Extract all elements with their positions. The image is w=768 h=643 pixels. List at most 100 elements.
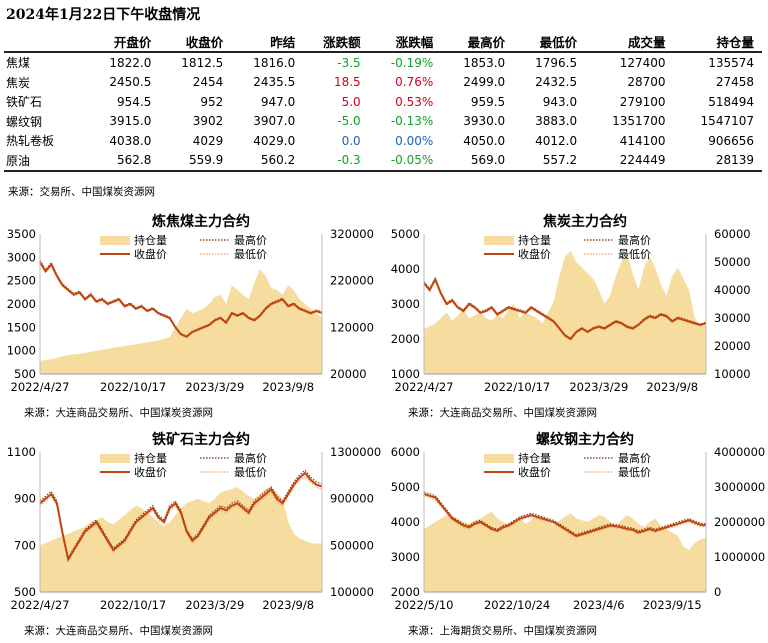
y2-tick-label: 220000 [330,274,374,288]
cell-open: 1822.0 [109,55,152,70]
x-tick-label: 2022/10/17 [100,380,166,394]
cell-vol: 1351700 [612,114,666,129]
table-row: 螺纹钢 3915.0 3902 3907.0 -5.0 -0.13% 3930.0 3883.… [4,112,762,132]
legend-label: 收盘价 [518,465,551,479]
y-tick-label: 700 [14,538,36,552]
series-open-interest-area [40,487,322,592]
cell-vol: 279100 [619,94,666,109]
y-tick-label: 1000 [7,344,36,358]
cell-low: 3883.0 [535,114,578,129]
chart-title: 焦炭主力合约 [542,213,627,230]
y2-tick-label: 120000 [330,320,374,334]
row-name: 螺纹钢 [6,114,43,129]
cell-chg: 0.0 [341,133,361,148]
cell-high: 2499.0 [463,75,506,90]
row-name: 焦煤 [6,56,31,71]
y2-tick-label: 500000 [330,538,374,552]
cell-close: 4029 [192,133,224,148]
legend-label: 收盘价 [134,465,167,479]
y-tick-label: 4000 [391,262,420,276]
chart-source: 来源：大连商品交易所、中国煤炭资源网 [408,406,597,419]
legend-label: 收盘价 [518,247,551,261]
series-high-line [423,491,707,536]
x-tick-label: 2022/4/27 [11,598,70,612]
header-oi: 持仓量 [716,35,754,50]
legend-swatch-open-interest [100,236,130,245]
y-tick-label: 500 [14,585,36,599]
cell-low: 4012.0 [535,133,578,148]
row-name: 铁矿石 [6,95,43,110]
quotes-table: 开盘价 收盘价 昨结 涨跌额 涨跌幅 最高价 最低价 成交量 持仓量 焦煤 182… [4,32,762,172]
cell-high: 1853.0 [463,55,506,70]
legend-label: 最高价 [618,233,651,247]
cell-oi: 28139 [715,153,754,168]
header-chg: 涨跌额 [323,35,361,50]
y-tick-label: 2000 [391,332,420,346]
y-tick-label: 900 [14,492,36,506]
cell-chg: 5.0 [341,94,361,109]
cell-pct: 0.53% [395,94,434,109]
header-name [4,32,87,52]
y2-tick-label: 3000000 [714,480,765,494]
cell-high: 3930.0 [463,114,506,129]
cell-close: 559.9 [188,153,224,168]
table-row: 热轧卷板 4038.0 4029 4029.0 0.0 0.00% 4050.0 4012.0… [4,131,762,151]
header-pct: 涨跌幅 [395,35,434,50]
cell-prev: 560.2 [260,153,296,168]
legend-label: 最低价 [234,248,267,261]
chart-source: 来源：大连商品交易所、中国煤炭资源网 [24,624,213,637]
y2-tick-label: 1000000 [714,550,765,564]
cell-open: 562.8 [117,153,152,168]
cell-chg: 18.5 [333,75,361,90]
legend-swatch-open-interest [484,454,514,463]
y2-tick-label: 60000 [714,227,751,241]
y-tick-label: 1100 [7,445,36,459]
series-close-line [39,261,323,338]
chart-coke: 焦炭主力合约 1000 2000 3000 4000 5000 10000 20000 3000… [391,213,751,419]
chart-source: 来源：上海期货交易所、中国煤炭资源网 [408,624,597,637]
x-tick-label: 2022/4/27 [395,380,454,394]
table-row: 焦煤 1822.0 1812.5 1816.0 -3.5 -0.19% 1853.0 1796… [4,52,762,73]
cell-pct: -0.19% [390,55,434,70]
legend-swatch-open-interest [484,236,514,245]
cell-open: 2450.5 [109,75,152,90]
legend-label: 持仓量 [518,233,551,247]
y2-tick-label: 900000 [330,492,374,506]
legend-label: 最低价 [618,466,651,479]
cell-pct: -0.05% [390,153,434,168]
legend-label: 最高价 [234,451,267,465]
x-tick-label: 2023/9/8 [262,380,314,394]
cell-vol: 28700 [627,75,666,90]
page-title: 2024年1月22日下午收盘情况 [6,7,201,23]
legend-label: 收盘价 [134,247,167,261]
chart-source: 来源：大连商品交易所、中国煤炭资源网 [24,406,213,419]
legend-label: 持仓量 [134,451,167,465]
header-low: 最低价 [539,35,578,50]
y-tick-label: 2000 [7,297,36,311]
cell-prev: 2435.5 [253,75,296,90]
cell-oi: 135574 [708,55,754,70]
series-close-line [423,493,707,538]
y2-tick-label: 40000 [714,283,751,297]
x-tick-label: 2022/10/24 [484,598,550,612]
x-tick-label: 2023/4/6 [573,598,625,612]
x-tick-label: 2023/3/29 [185,598,244,612]
cell-high: 569.0 [470,153,506,168]
legend-label: 持仓量 [134,233,167,247]
x-tick-label: 2023/3/29 [569,380,628,394]
cell-prev: 4029.0 [253,133,296,148]
row-name: 原油 [6,153,31,168]
x-tick-label: 2022/4/27 [11,380,70,394]
y-tick-label: 5000 [391,480,420,494]
y2-tick-label: 2000000 [714,515,765,529]
chart-title: 炼焦煤主力合约 [152,213,250,230]
y-tick-label: 3500 [7,227,36,241]
y-tick-label: 2500 [7,274,36,288]
y-tick-label: 3000 [7,250,36,264]
y-tick-label: 500 [14,367,36,381]
cell-open: 3915.0 [109,114,152,129]
chart-title: 螺纹钢主力合约 [536,431,634,448]
cell-vol: 127400 [619,55,666,70]
cell-chg: -0.3 [337,153,361,168]
series-close-line [39,471,323,562]
